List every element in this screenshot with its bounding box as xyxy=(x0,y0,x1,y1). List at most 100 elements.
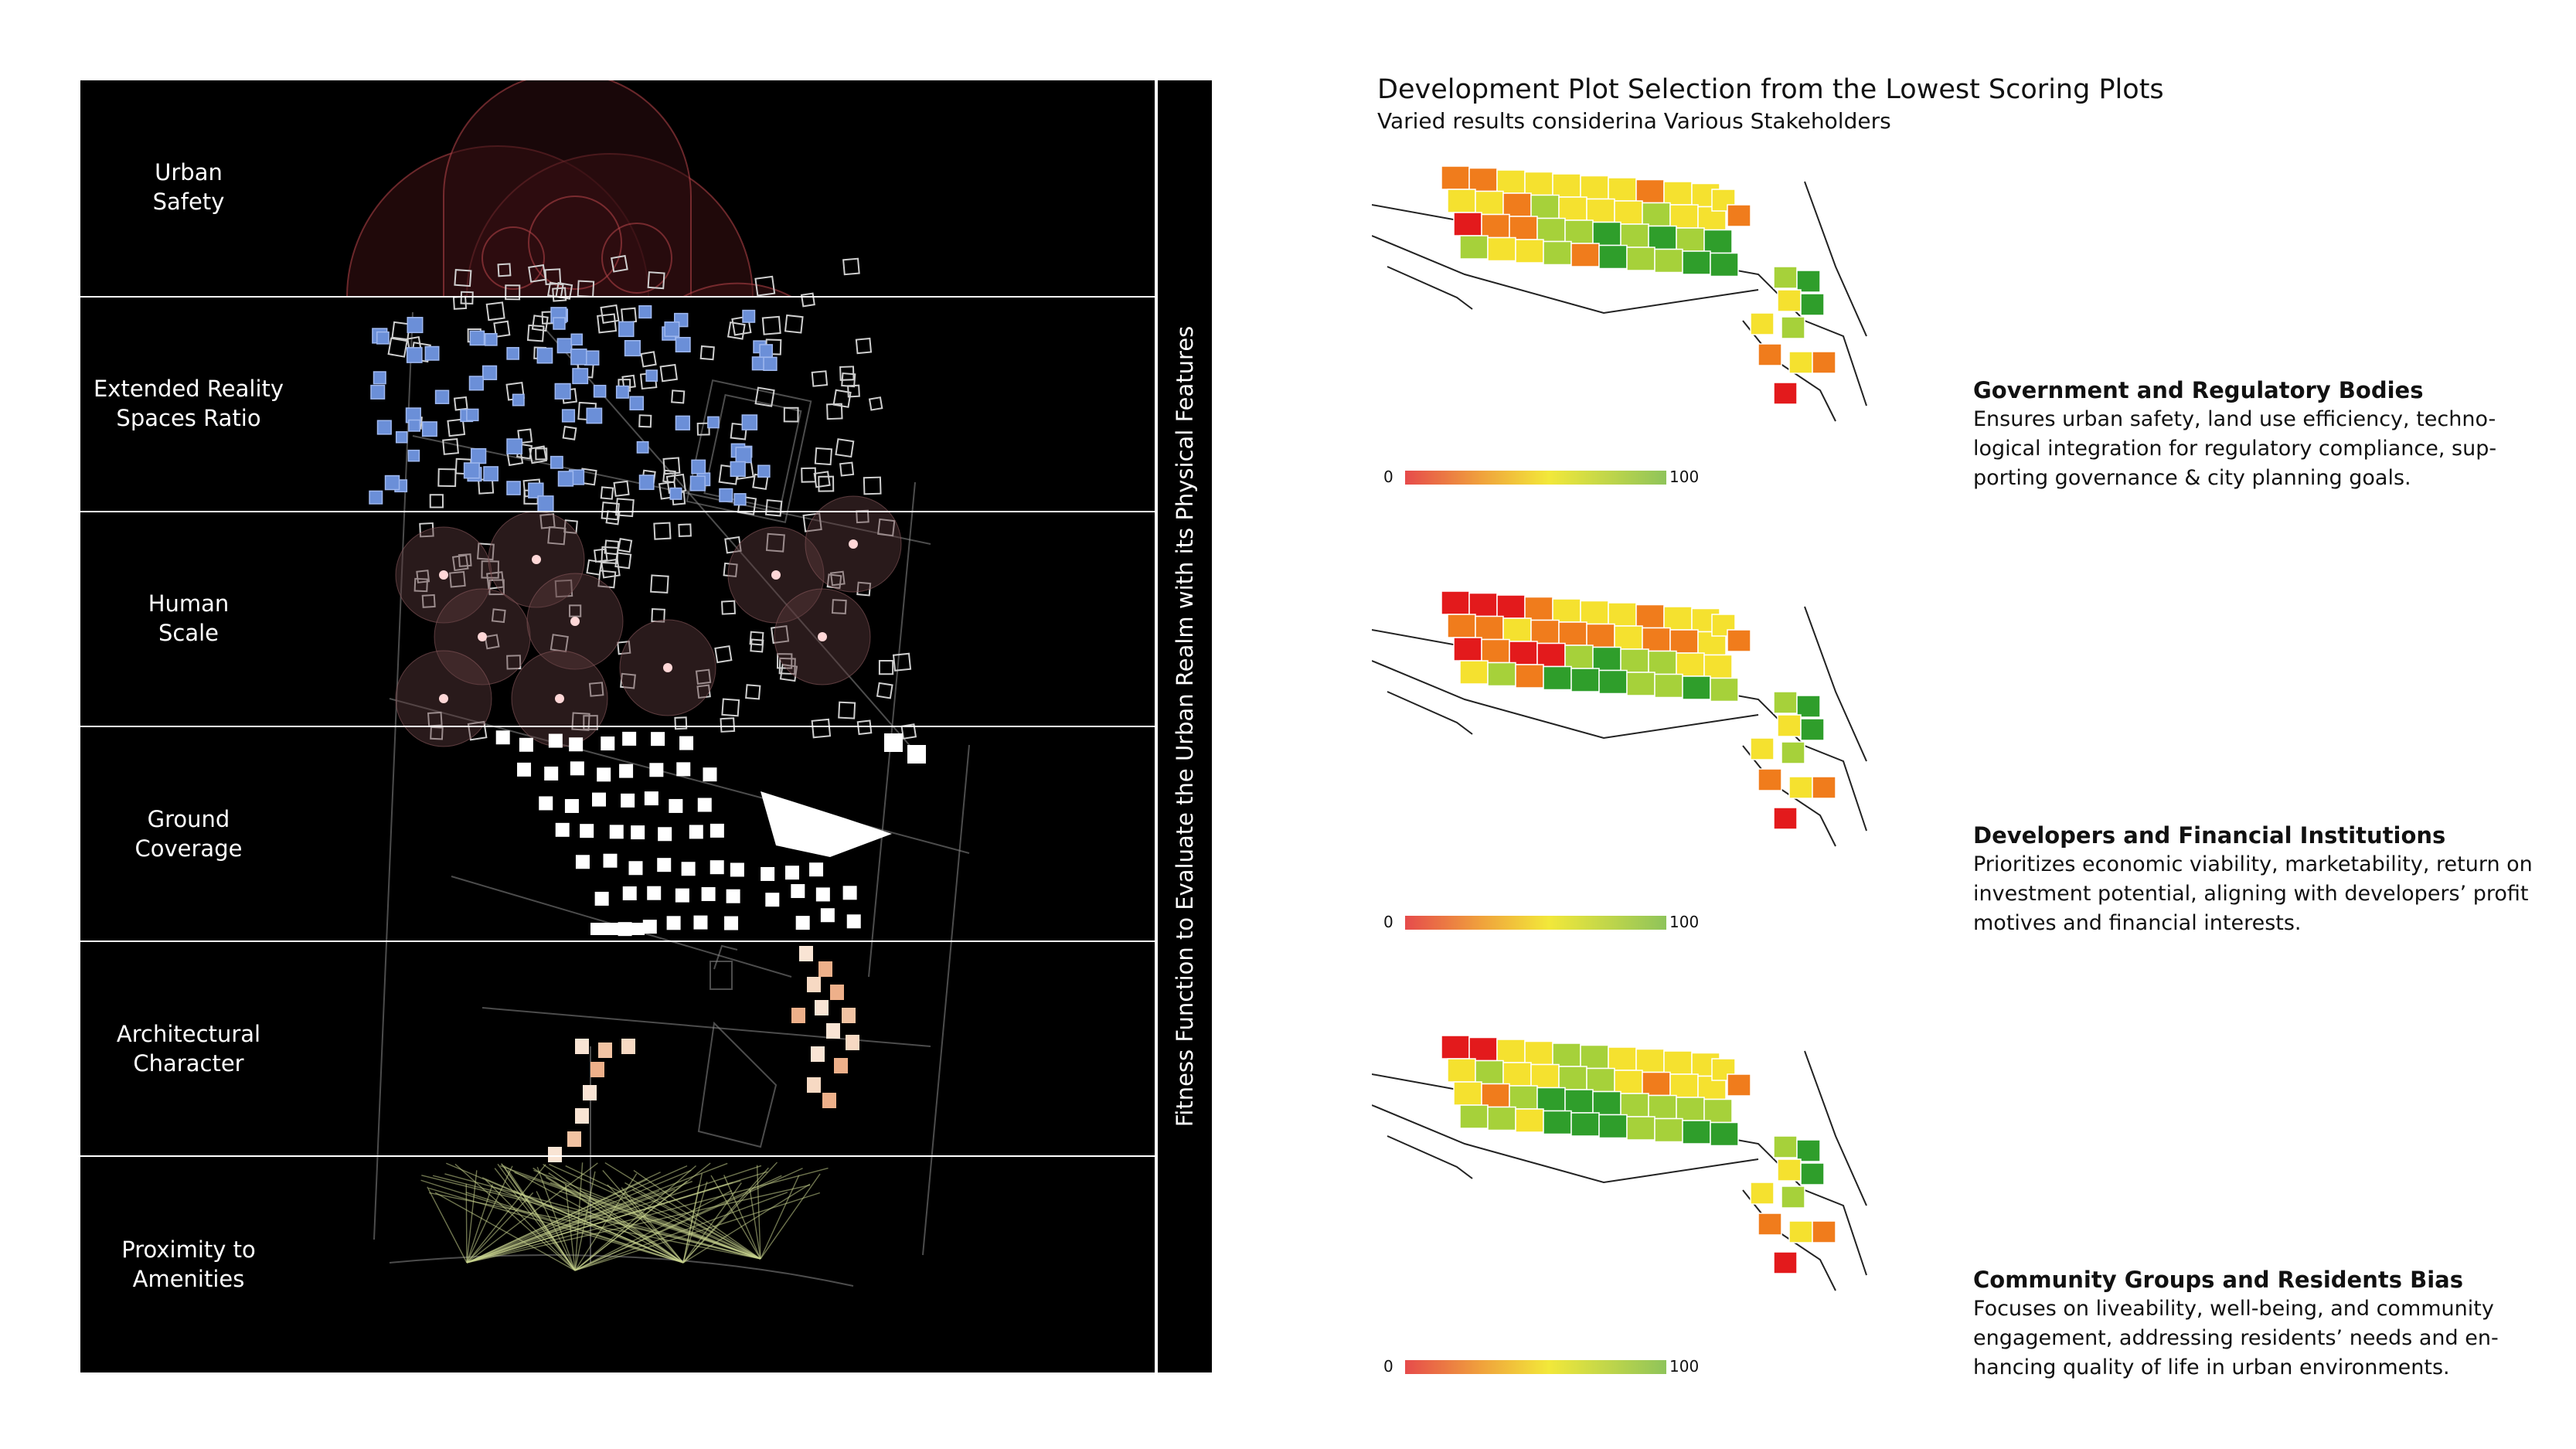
safety-radius-arc xyxy=(482,226,545,290)
plot-cell xyxy=(1703,1098,1733,1124)
ground-coverage-block xyxy=(658,827,672,842)
plot-cell xyxy=(1481,213,1510,239)
street-line xyxy=(1742,320,1836,422)
building-outline xyxy=(730,422,748,440)
plot-cell xyxy=(1642,202,1671,227)
plot-cell xyxy=(1441,165,1470,190)
building-outline xyxy=(547,526,567,546)
building-outline xyxy=(539,513,556,529)
building-outline xyxy=(662,469,676,484)
plot-cell xyxy=(1515,239,1544,264)
plot-cell xyxy=(1773,807,1798,830)
plot-cell xyxy=(1592,646,1621,672)
plot-cell xyxy=(1570,243,1600,267)
plot-cell xyxy=(1669,204,1699,229)
plot-cell xyxy=(1800,293,1825,316)
architectural-character-block xyxy=(842,1008,856,1023)
band-dividers xyxy=(80,296,1155,1157)
xr-space-square xyxy=(370,384,386,400)
ground-coverage-block xyxy=(628,861,643,876)
stakeholder-title: Developers and Financial Institutions xyxy=(1973,822,2446,849)
plot-cell xyxy=(1586,623,1615,648)
ground-coverage-block xyxy=(842,886,857,900)
building-outline xyxy=(571,712,590,731)
xr-space-square xyxy=(463,462,480,479)
xr-space-square xyxy=(618,321,635,338)
xr-space-group xyxy=(369,305,778,512)
plot-cell xyxy=(1773,691,1798,714)
building-outline xyxy=(460,291,474,304)
plot-cell xyxy=(1682,250,1711,275)
ground-coverage-block xyxy=(622,731,637,746)
building-outline xyxy=(829,570,846,587)
xr-space-square xyxy=(369,490,383,505)
building-outline xyxy=(563,519,578,534)
plot-cell xyxy=(1676,652,1705,677)
ground-coverage-block xyxy=(651,732,665,747)
building-outline xyxy=(878,659,894,675)
plot-cell xyxy=(1635,1048,1665,1073)
building-outline xyxy=(835,438,855,458)
legend-min-label: 0 xyxy=(1383,1357,1393,1376)
xr-space-square xyxy=(468,376,484,391)
ground-coverage-block xyxy=(555,822,570,837)
legend-gradient-bar xyxy=(1405,916,1666,930)
xr-space-square xyxy=(482,365,498,380)
building-outline xyxy=(779,663,798,682)
plot-cell xyxy=(1598,1114,1628,1139)
amenity-ray xyxy=(543,1164,684,1264)
plot-cell xyxy=(1626,1116,1656,1141)
safety-radius-arc xyxy=(682,282,792,298)
plot-cell xyxy=(1727,629,1751,652)
plot-cell xyxy=(1459,660,1489,685)
building-outline xyxy=(611,254,628,273)
plot-cell xyxy=(1758,343,1782,366)
amenity-ray xyxy=(565,1165,761,1260)
xr-space-square xyxy=(506,438,523,455)
ground-coverage-block xyxy=(601,736,615,751)
building-outline xyxy=(749,631,764,646)
plot-cell xyxy=(1642,1071,1671,1097)
building-outline xyxy=(764,499,783,517)
plot-cell xyxy=(1558,621,1587,646)
human-scale-group xyxy=(395,495,902,747)
building-outline xyxy=(529,445,548,464)
building-outline xyxy=(750,638,764,653)
plot-cell xyxy=(1530,619,1560,645)
plot-cell xyxy=(1642,627,1671,652)
amenity-ray xyxy=(723,1175,761,1260)
building-outline xyxy=(597,570,617,589)
building-outline xyxy=(421,594,436,608)
ground-coverage-block xyxy=(575,855,590,869)
architectural-character-block xyxy=(846,1035,859,1050)
ground-coverage-block xyxy=(815,887,830,902)
score-legend: 0 100 xyxy=(1383,468,1708,488)
street-line xyxy=(1742,745,1836,847)
xr-space-square xyxy=(742,309,756,323)
plot-cell xyxy=(1570,668,1600,692)
plot-cell xyxy=(1682,1120,1711,1145)
plot-cell xyxy=(1536,217,1566,243)
plot-cell xyxy=(1475,1060,1504,1085)
xr-space-square xyxy=(528,482,544,498)
plot-cell xyxy=(1592,1090,1621,1116)
ground-coverage-block xyxy=(907,745,926,764)
xr-space-square xyxy=(570,333,583,346)
amenity-ray xyxy=(633,1169,761,1260)
plot-cell xyxy=(1552,598,1581,623)
plot-cell xyxy=(1515,1108,1544,1133)
xr-space-square xyxy=(638,305,652,319)
plot-cell xyxy=(1727,204,1751,227)
amenity-ray xyxy=(466,1184,811,1264)
building-outline xyxy=(437,468,457,488)
building-outline xyxy=(696,422,710,436)
xr-space-square xyxy=(733,493,747,506)
building-outline xyxy=(568,604,582,617)
ground-coverage-block xyxy=(569,737,584,752)
building-outline xyxy=(387,337,408,358)
xr-space-square xyxy=(572,368,589,385)
building-outline xyxy=(651,608,665,623)
plot-cell xyxy=(1800,1162,1825,1185)
human-scale-point xyxy=(771,570,781,580)
building-outline xyxy=(554,579,573,598)
